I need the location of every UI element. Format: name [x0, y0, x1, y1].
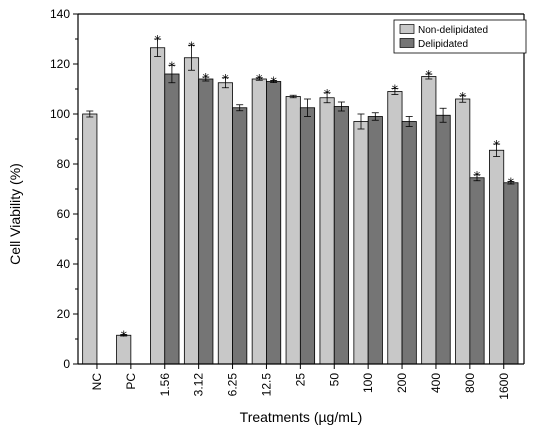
bar-delipidated-800	[469, 177, 485, 365]
significance-star-1.56: *	[169, 60, 176, 75]
x-tick-label-1600: 1600	[497, 373, 511, 400]
bar-non-delipidated-100	[353, 121, 369, 365]
significance-star-3.12: *	[203, 72, 210, 87]
bar-delipidated-1.56	[164, 73, 180, 365]
significance-star-1.56: *	[154, 34, 161, 49]
significance-star-12.5: *	[270, 76, 277, 91]
significance-markers: * * * * * * * * * * * * * * *	[120, 34, 514, 345]
x-tick-label-200: 200	[395, 373, 409, 393]
significance-star-1600: *	[508, 177, 515, 192]
legend-label-non-delipidated: Non-delipidated	[418, 25, 488, 36]
significance-star-800: *	[459, 91, 466, 106]
bar-delipidated-50	[333, 106, 349, 365]
x-tick-label-NC: NC	[90, 373, 104, 391]
y-tick-label-0: 0	[63, 357, 70, 371]
significance-star-800: *	[474, 170, 481, 185]
bar-non-delipidated-1.56	[150, 47, 166, 365]
x-axis-title: Treatments (µg/mL)	[240, 409, 363, 425]
legend: Non-delipidated Delipidated	[393, 19, 527, 54]
significance-star-1600: *	[493, 139, 500, 154]
significance-star-50: *	[324, 88, 331, 103]
bar-non-delipidated-25	[285, 96, 301, 365]
bar-non-delipidated-50	[319, 97, 335, 365]
x-tick-label-12.5: 12.5	[259, 373, 273, 397]
bar-non-delipidated-400	[421, 76, 437, 365]
significance-star-12.5: *	[256, 73, 263, 88]
legend-swatch-non-delipidated	[399, 24, 415, 34]
significance-star-PC: *	[120, 330, 127, 345]
bar-delipidated-100	[367, 116, 383, 365]
bar-delipidated-200	[401, 121, 417, 365]
y-tick-label-140: 140	[50, 7, 70, 21]
significance-star-6.25: *	[222, 73, 229, 88]
bar-non-delipidated-6.25	[217, 82, 233, 365]
x-tick-label-50: 50	[327, 373, 341, 387]
x-tick-label-100: 100	[361, 373, 375, 393]
bar-non-delipidated-800	[455, 98, 471, 365]
bar-non-delipidated-NC	[82, 113, 98, 365]
bar-delipidated-1600	[503, 182, 519, 365]
y-axis-title: Cell Viability (%)	[7, 163, 23, 265]
bar-non-delipidated-12.5	[251, 78, 267, 365]
y-tick-label-20: 20	[57, 307, 71, 321]
x-tick-label-6.25: 6.25	[226, 373, 240, 397]
significance-star-400: *	[426, 69, 433, 84]
axes: 0 20 40 60 80 100 120 140 NC PC 1.56 3.12 6.25 12.5 25…	[50, 7, 525, 400]
x-tick-label-PC: PC	[124, 373, 138, 390]
significance-star-3.12: *	[188, 40, 195, 55]
x-tick-label-800: 800	[463, 373, 477, 393]
x-tick-label-3.12: 3.12	[192, 373, 206, 397]
bar-non-delipidated-1600	[489, 149, 505, 365]
bar-delipidated-6.25	[232, 107, 248, 365]
legend-swatch-delipidated	[399, 38, 415, 48]
y-tick-label-80: 80	[57, 157, 71, 171]
bar-delipidated-3.12	[198, 78, 214, 365]
y-tick-label-120: 120	[50, 57, 70, 71]
y-tick-label-60: 60	[57, 207, 71, 221]
bar-delipidated-12.5	[266, 81, 282, 365]
x-tick-label-400: 400	[429, 373, 443, 393]
error-bars	[86, 38, 515, 337]
x-tick-label-1.56: 1.56	[158, 373, 172, 397]
legend-label-delipidated: Delipidated	[418, 39, 468, 50]
bar-non-delipidated-3.12	[183, 57, 200, 365]
y-tick-label-100: 100	[50, 107, 70, 121]
bar-delipidated-25	[299, 107, 316, 365]
bars	[82, 47, 519, 365]
x-tick-label-25: 25	[293, 373, 307, 387]
bar-non-delipidated-200	[387, 91, 403, 365]
legend-box	[393, 19, 527, 54]
bar-delipidated-400	[435, 114, 451, 365]
y-tick-label-40: 40	[57, 257, 71, 271]
significance-star-200: *	[392, 84, 399, 99]
